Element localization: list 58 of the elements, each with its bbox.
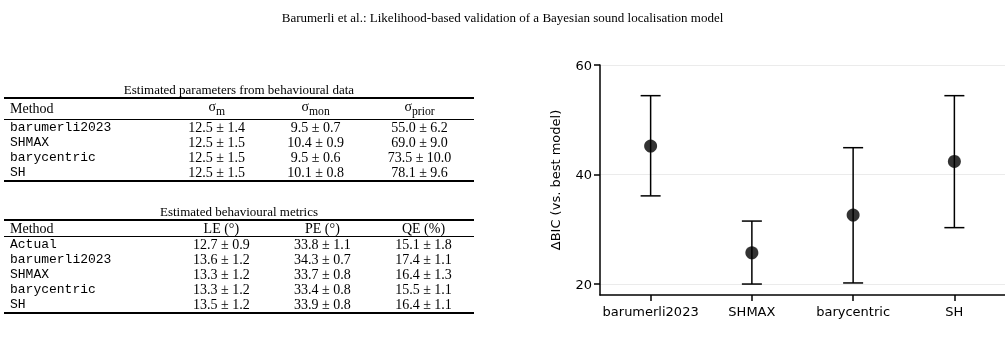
text: 12.5 ± 1.4 — [188, 119, 246, 135]
text: SH — [10, 164, 26, 180]
text: 16.4 ± 1.1 — [395, 297, 452, 312]
text: 13.3 ± 1.2 — [193, 267, 250, 282]
y-tick-label: 40 — [575, 167, 592, 183]
text: Actual — [10, 237, 57, 252]
category-label: LE (°) — [202, 220, 241, 237]
text: 13.5 ± 1.2 — [193, 297, 250, 312]
text: Estimated behavioural metrics — [158, 204, 320, 219]
text: 9.5 ± 0.7 — [290, 119, 341, 135]
x-tick-label: barumerli2023 — [602, 304, 699, 319]
text: 12.7 ± 0.9 — [193, 237, 250, 252]
text: 12.5 ± 1.5 — [188, 134, 246, 150]
category-label: σ$_{prior}$ — [403, 98, 436, 120]
point — [846, 208, 860, 222]
text: barycentric — [10, 149, 96, 165]
text: 10.1 ± 0.8 — [287, 164, 344, 180]
text: 33.4 ± 0.8 — [294, 282, 351, 297]
x-tick-label: SHMAX — [728, 304, 776, 319]
text: Barumerli et al.: Likelihood-based validation of a Bayesian sound localisation model — [280, 10, 725, 26]
text: 55.0 ± 6.2 — [391, 119, 448, 135]
text: Estimated parameters from behavioural data — [122, 82, 356, 97]
text: 12.5 ± 1.5 — [188, 149, 246, 165]
text: 13.6 ± 1.2 — [193, 252, 250, 267]
category-label: σ$_{mon}$ — [300, 98, 331, 120]
text: SHMAX — [10, 134, 50, 150]
text: 12.5 ± 1.5 — [188, 164, 246, 180]
category-label: Method — [9, 100, 55, 119]
text: 13.3 ± 1.2 — [193, 282, 250, 297]
text: 15.5 ± 1.1 — [395, 282, 452, 297]
category-label: Method — [9, 220, 55, 237]
text: 16.4 ± 1.3 — [395, 267, 452, 282]
y-axis-title: ΔBIC (vs. best model) — [548, 109, 563, 251]
text: 17.4 ± 1.1 — [395, 252, 452, 267]
y-tick-label: 60 — [575, 57, 592, 73]
text: 33.8 ± 1.1 — [294, 237, 351, 252]
text: barumerli2023 — [10, 119, 112, 135]
category-label: σ$_{m}$ — [207, 98, 226, 120]
text: barycentric — [10, 282, 96, 297]
text: SHMAX — [10, 267, 50, 282]
text: 69.0 ± 9.0 — [391, 134, 448, 150]
point — [745, 246, 759, 260]
text: 34.3 ± 0.7 — [294, 252, 351, 267]
category-label: PE (°) — [304, 220, 341, 237]
text: 15.1 ± 1.8 — [395, 237, 452, 252]
category-label: QE (%) — [400, 220, 447, 237]
x-tick-label: barycentric — [816, 304, 891, 319]
text: 73.5 ± 10.0 — [387, 149, 452, 165]
y-tick-label: 20 — [575, 276, 592, 292]
text: 33.9 ± 0.8 — [294, 297, 351, 312]
text: barumerli2023 — [10, 252, 112, 267]
point — [947, 154, 961, 168]
x-tick-label: SH — [945, 304, 964, 319]
text: 33.7 ± 0.8 — [294, 267, 351, 282]
text: 78.1 ± 9.6 — [391, 164, 448, 180]
point — [644, 139, 658, 153]
text: 10.4 ± 0.9 — [287, 134, 344, 150]
text: 9.5 ± 0.6 — [290, 149, 341, 165]
